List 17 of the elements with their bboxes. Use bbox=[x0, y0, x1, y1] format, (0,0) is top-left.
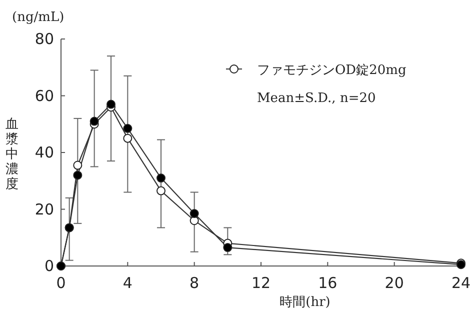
x-tick-label: 20 bbox=[384, 274, 404, 292]
x-tick-label: 16 bbox=[318, 274, 338, 292]
y-tick-label: 20 bbox=[34, 200, 54, 218]
x-tick-label: 24 bbox=[451, 274, 471, 292]
x-axis-title: 時間(hr) bbox=[280, 295, 330, 310]
x-tick-label: 4 bbox=[122, 274, 132, 292]
annotation: Mean±S.D., n=20 bbox=[257, 91, 376, 106]
x-tick-label: 12 bbox=[251, 274, 271, 292]
text: (ng/mL) bbox=[12, 10, 64, 25]
y-tick-label: 60 bbox=[34, 86, 54, 105]
y-tick-label: 80 bbox=[34, 30, 54, 48]
y-axis-title: 血漿中濃度 bbox=[6, 117, 18, 192]
legend-label: ファモチジンOD錠20mg bbox=[257, 63, 406, 78]
x-tick-label: 0 bbox=[56, 274, 66, 292]
x-tick-label: 8 bbox=[190, 274, 200, 292]
y-tick-label: 0 bbox=[44, 257, 54, 275]
y-tick-label: 40 bbox=[34, 144, 54, 162]
